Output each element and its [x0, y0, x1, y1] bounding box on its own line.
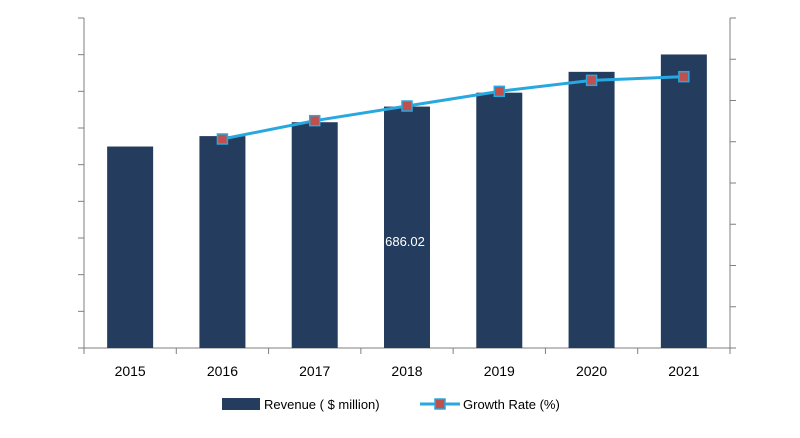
x-tick-label-2019: 2019	[484, 363, 515, 379]
growth-rate-line	[222, 75, 684, 141]
revenue-bar-2015	[107, 146, 154, 348]
x-tick-label-2021: 2021	[668, 363, 699, 379]
growth-rate-marker-2016	[216, 133, 229, 145]
revenue-bar-2021	[660, 54, 707, 348]
revenue-bar-2018	[384, 106, 430, 348]
revenue-bar-2020	[568, 71, 615, 348]
growth-rate-marker-2017	[308, 114, 321, 127]
growth-rate-marker-2020	[585, 74, 598, 87]
x-tick-label-2016: 2016	[207, 363, 238, 379]
legend-growth-label: Growth Rate (%)	[463, 397, 560, 412]
growth-rate-marker-2021	[678, 70, 690, 83]
legend-revenue-swatch	[222, 398, 260, 410]
x-tick-label-2017: 2017	[299, 363, 330, 379]
legend-revenue-label: Revenue ( $ million)	[264, 397, 380, 412]
revenue-bar-2016	[199, 136, 246, 348]
x-tick-label-2015: 2015	[115, 363, 146, 379]
legend-growth-marker	[434, 398, 446, 410]
growth-rate-marker-2019	[493, 85, 506, 98]
x-tick-label-2018: 2018	[391, 363, 422, 379]
revenue-data-label: 686.02	[385, 234, 425, 249]
revenue-bar-2019	[476, 92, 523, 349]
growth-rate-marker-2018	[401, 100, 413, 112]
revenue-bar-2017	[291, 122, 338, 348]
x-tick-label-2020: 2020	[576, 363, 607, 379]
